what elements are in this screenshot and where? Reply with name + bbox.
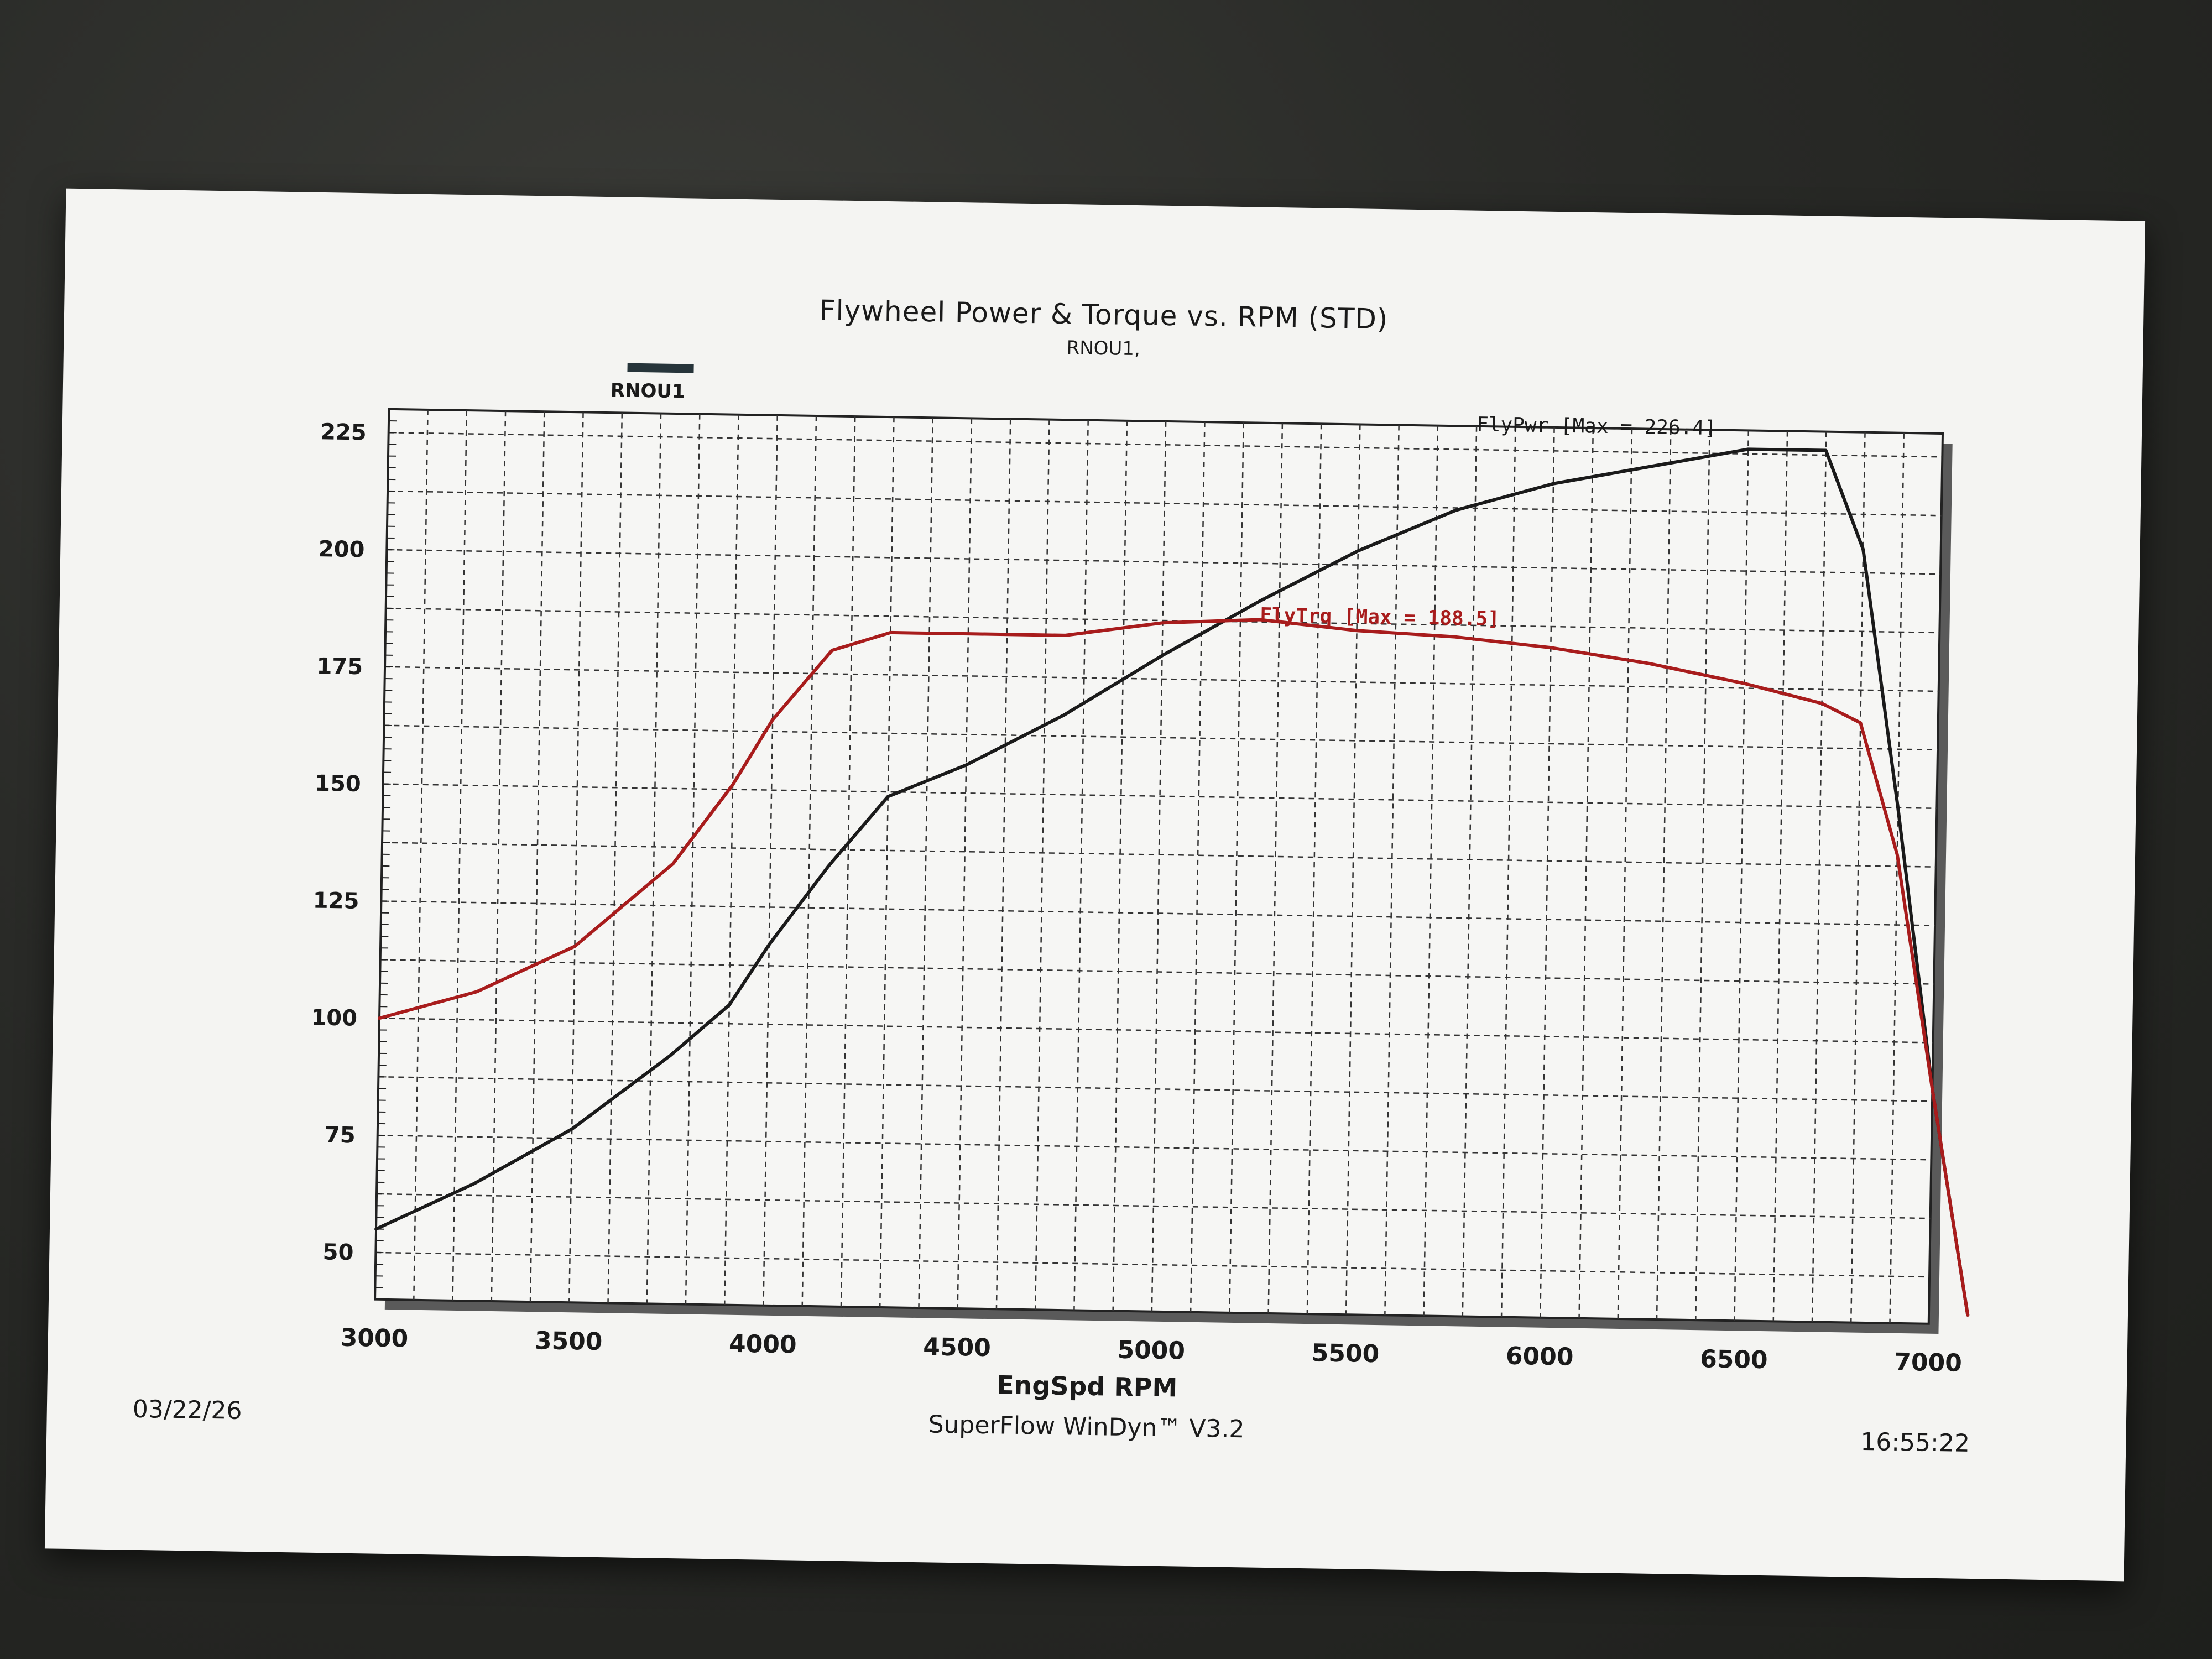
grid-line-vertical bbox=[1306, 424, 1322, 1314]
grid-line-vertical bbox=[1462, 426, 1478, 1317]
x-tick-label: 5000 bbox=[1117, 1336, 1185, 1365]
print-time: 16:55:22 bbox=[1860, 1427, 1970, 1458]
grid-line-vertical bbox=[1734, 430, 1750, 1321]
data-point-flypwr bbox=[1863, 549, 1864, 550]
data-point-flypwr bbox=[1747, 448, 1749, 450]
grid-line-horizontal bbox=[387, 549, 1941, 575]
x-tick-label: 6500 bbox=[1700, 1345, 1768, 1374]
grid-line-vertical bbox=[1073, 420, 1089, 1311]
y-tick-label: 225 bbox=[320, 419, 367, 445]
grid-line-vertical bbox=[491, 411, 507, 1301]
data-point-flytrq bbox=[379, 1018, 380, 1019]
grid-line-vertical bbox=[1695, 430, 1710, 1321]
grid-line-horizontal bbox=[377, 1193, 1931, 1219]
plot-area bbox=[374, 408, 1944, 1325]
grid-line-vertical bbox=[1112, 420, 1128, 1311]
grid-line-vertical bbox=[1190, 421, 1206, 1312]
annotation-flypwr-max: FlyPwr [Max = 226.4] bbox=[1477, 413, 1717, 440]
x-tick-label: 4000 bbox=[729, 1330, 797, 1359]
data-point-flypwr bbox=[1063, 714, 1065, 716]
grid-line-vertical bbox=[1656, 429, 1672, 1320]
grid-line-vertical bbox=[1500, 426, 1516, 1317]
data-point-flytrq bbox=[890, 632, 891, 633]
grid-line-vertical bbox=[918, 418, 933, 1308]
y-tick-label: 75 bbox=[325, 1123, 356, 1149]
data-point-flypwr bbox=[473, 1183, 474, 1185]
y-tick-label: 50 bbox=[322, 1239, 353, 1265]
grid-line-vertical bbox=[607, 413, 623, 1303]
data-point-flypwr bbox=[828, 865, 829, 867]
grid-line-horizontal bbox=[385, 607, 1940, 634]
grid-line-vertical bbox=[1034, 419, 1050, 1310]
x-tick-label: 7000 bbox=[1894, 1348, 1962, 1378]
grid-line-horizontal bbox=[385, 666, 1939, 692]
x-tick-label: 3500 bbox=[535, 1327, 603, 1356]
grid-line-horizontal bbox=[380, 959, 1934, 985]
grid-line-vertical bbox=[879, 417, 895, 1308]
grid-line-vertical bbox=[957, 418, 973, 1309]
grid-line-horizontal bbox=[384, 724, 1938, 751]
annotation-flytrq-max: FlyTrq [Max = 188.5] bbox=[1260, 604, 1500, 630]
grid-line-vertical bbox=[646, 413, 662, 1304]
data-point-flytrq bbox=[1932, 1089, 1933, 1090]
x-tick-label: 5500 bbox=[1311, 1339, 1379, 1368]
y-tick-label: 100 bbox=[311, 1005, 357, 1031]
grid-line-horizontal bbox=[382, 842, 1936, 868]
grid-line-vertical bbox=[1345, 424, 1361, 1315]
data-point-flytrq bbox=[1647, 662, 1648, 664]
dyno-chart: 50 75 100 125 150 175 200 225 3000 3500 4000 4500 50… bbox=[311, 408, 1970, 1378]
grid-line-horizontal bbox=[388, 431, 1943, 458]
grid-line-vertical bbox=[1850, 432, 1866, 1323]
series-line-flypwr bbox=[374, 447, 1970, 1317]
grid-line-vertical bbox=[529, 411, 545, 1302]
grid-line-horizontal bbox=[375, 1251, 1930, 1278]
grid-line-vertical bbox=[413, 409, 429, 1300]
grid-line-vertical bbox=[1423, 425, 1439, 1316]
grid-line-vertical bbox=[1384, 425, 1400, 1316]
grid-line-vertical bbox=[1229, 422, 1244, 1313]
grid-line-horizontal bbox=[381, 900, 1936, 926]
data-point-flytrq bbox=[672, 863, 674, 864]
printed-dyno-sheet: Flywheel Power & Torque vs. RPM (STD) RN… bbox=[44, 188, 2146, 1582]
grid-line-vertical bbox=[1889, 432, 1905, 1323]
series-line-flytrq bbox=[378, 618, 1970, 1317]
y-tick-label: 125 bbox=[313, 888, 359, 914]
grid-line-vertical bbox=[1540, 427, 1555, 1318]
grid-line-vertical bbox=[840, 416, 856, 1307]
grid-line-vertical bbox=[1772, 431, 1788, 1322]
grid-line-vertical bbox=[723, 414, 739, 1305]
grid-line-vertical bbox=[763, 415, 779, 1306]
grid-line-vertical bbox=[1578, 428, 1594, 1318]
grid-line-vertical bbox=[685, 414, 701, 1305]
x-tick-label: 3000 bbox=[340, 1324, 408, 1353]
data-point-flypwr bbox=[1825, 450, 1827, 451]
grid-line-vertical bbox=[452, 410, 468, 1301]
y-tick-label: 150 bbox=[315, 771, 361, 797]
grid-line-vertical bbox=[801, 415, 817, 1306]
grid-line-vertical bbox=[1811, 431, 1827, 1322]
grid-line-vertical bbox=[1151, 421, 1167, 1312]
y-tick-label: 175 bbox=[316, 654, 363, 680]
y-tick-label: 200 bbox=[318, 536, 364, 562]
grid-line-vertical bbox=[1617, 429, 1633, 1319]
x-tick-label: 6000 bbox=[1506, 1342, 1574, 1371]
grid-line-vertical bbox=[568, 412, 584, 1303]
x-tick-label: 4500 bbox=[923, 1333, 991, 1362]
grid-line-horizontal bbox=[388, 490, 1942, 517]
grid-line-vertical bbox=[1267, 423, 1284, 1314]
grid-line-vertical bbox=[995, 419, 1011, 1310]
grid-line-horizontal bbox=[379, 1018, 1933, 1044]
grid-line-horizontal bbox=[383, 783, 1937, 810]
grid-line-horizontal bbox=[377, 1134, 1932, 1161]
data-point-flytrq bbox=[1744, 683, 1745, 684]
